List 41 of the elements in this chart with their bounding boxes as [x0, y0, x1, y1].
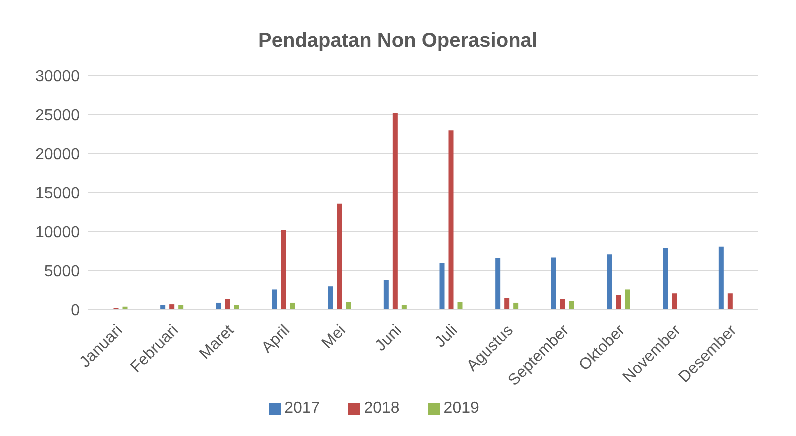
bar: [225, 299, 230, 310]
bar: [216, 302, 222, 310]
bar: [607, 254, 612, 310]
bar: [281, 230, 286, 310]
bar: [718, 246, 724, 310]
bar: [728, 294, 733, 310]
bar: [384, 280, 389, 310]
legend-label: 2017: [284, 400, 320, 417]
bar: [616, 295, 622, 310]
bar: [346, 302, 352, 310]
legend-label: 2019: [444, 400, 480, 417]
bar: [328, 286, 334, 310]
y-tick-label: 0: [71, 302, 80, 320]
x-tick-label: Juli: [432, 322, 462, 352]
bar: [440, 263, 445, 310]
x-tick-label: Juni: [372, 322, 406, 355]
x-tick-label: Mei: [319, 322, 350, 352]
bar: [672, 294, 678, 310]
y-tick-label: 25000: [36, 108, 80, 125]
legend-label: 2018: [364, 400, 400, 417]
bar: [663, 248, 668, 310]
bar: [392, 113, 398, 310]
chart-title: Pendapatan Non Operasional: [258, 29, 538, 54]
y-tick-label: 5000: [44, 264, 80, 281]
bar: [458, 302, 463, 310]
bar: [290, 302, 296, 310]
bar: [625, 290, 630, 310]
bar: [569, 301, 574, 310]
bar: [560, 299, 566, 310]
bar: [504, 298, 510, 310]
bar: [170, 304, 175, 310]
bar: [551, 258, 556, 310]
bar: [448, 130, 454, 310]
bar: [272, 290, 278, 310]
bar: [514, 302, 519, 310]
bar: [337, 204, 342, 310]
y-tick-label: 30000: [36, 68, 80, 86]
y-tick-label: 15000: [36, 186, 80, 203]
y-tick-label: 10000: [36, 224, 80, 242]
y-tick-label: 20000: [36, 146, 80, 164]
bar: [496, 258, 501, 310]
